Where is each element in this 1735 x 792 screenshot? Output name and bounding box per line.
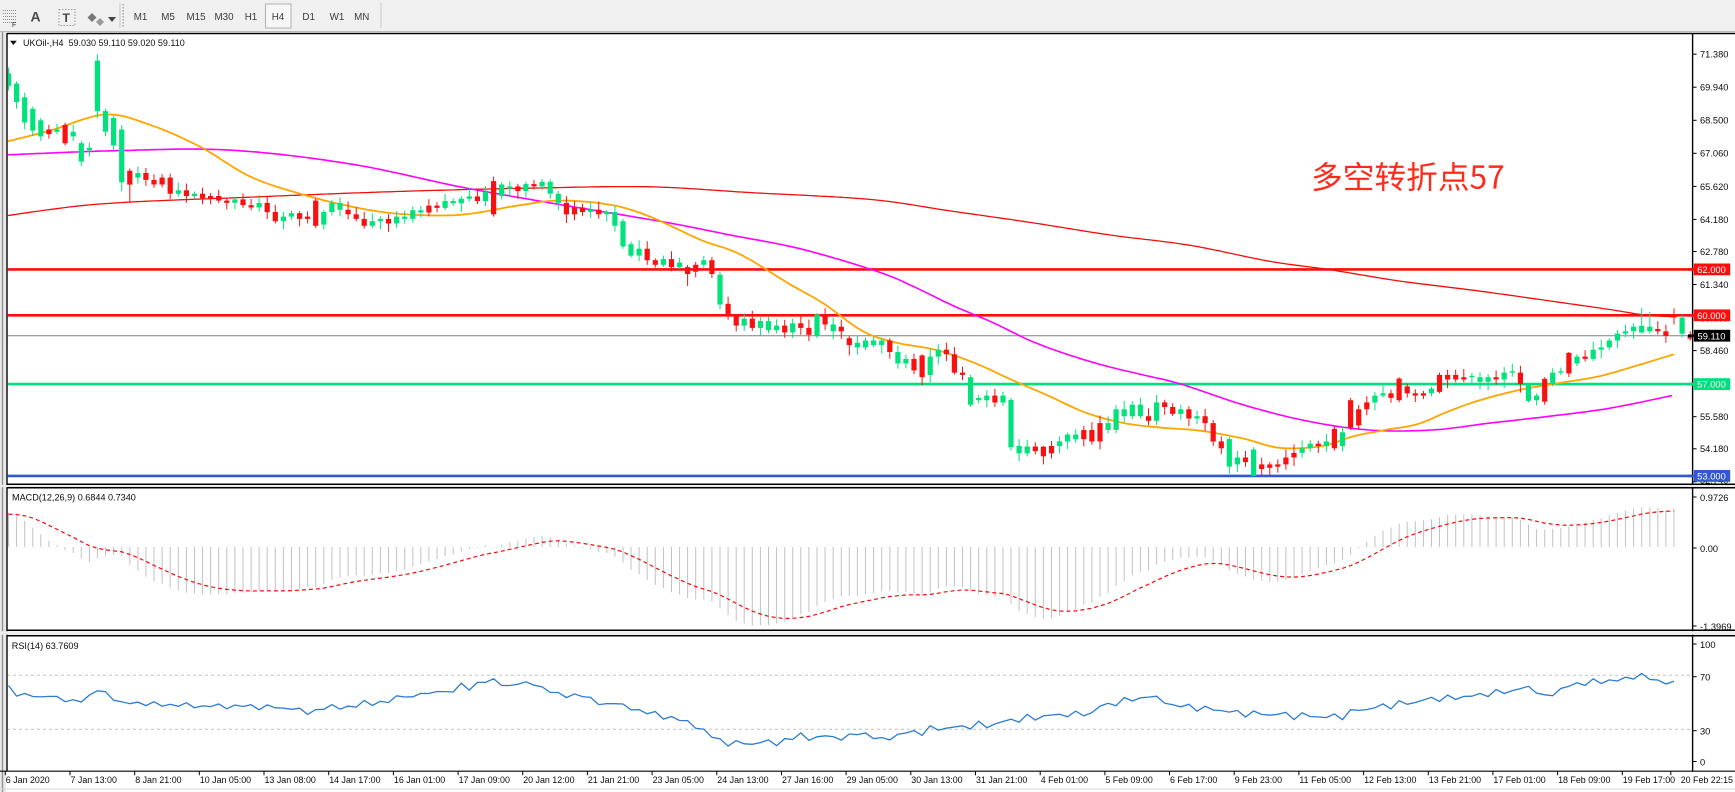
svg-text:H1: H1 xyxy=(245,12,258,23)
svg-text:11 Feb 05:00: 11 Feb 05:00 xyxy=(1299,775,1351,785)
svg-text:13 Jan 08:00: 13 Jan 08:00 xyxy=(265,775,316,785)
svg-text:71.380: 71.380 xyxy=(1700,50,1728,60)
svg-text:A: A xyxy=(31,9,41,25)
svg-text:RSI(14) 63.7609: RSI(14) 63.7609 xyxy=(12,641,79,651)
svg-text:0.00: 0.00 xyxy=(1700,544,1718,554)
svg-text:31 Jan 21:00: 31 Jan 21:00 xyxy=(976,775,1027,785)
svg-text:UKOil-,H4 59.030 59.110 59.02: UKOil-,H4 59.030 59.110 59.020 59.110 xyxy=(23,38,185,48)
svg-text:24 Jan 13:00: 24 Jan 13:00 xyxy=(717,775,768,785)
svg-text:6 Jan 2020: 6 Jan 2020 xyxy=(6,775,50,785)
svg-text:F: F xyxy=(12,22,16,29)
svg-text:MACD(12,26,9) 0.6844 0.7340: MACD(12,26,9) 0.6844 0.7340 xyxy=(12,493,136,503)
svg-text:7 Jan 13:00: 7 Jan 13:00 xyxy=(71,775,117,785)
svg-text:5 Feb 09:00: 5 Feb 09:00 xyxy=(1105,775,1152,785)
svg-text:16 Jan 01:00: 16 Jan 01:00 xyxy=(394,775,445,785)
svg-text:60.000: 60.000 xyxy=(1697,310,1726,321)
svg-text:T: T xyxy=(63,11,71,25)
svg-text:27 Jan 16:00: 27 Jan 16:00 xyxy=(782,775,833,785)
svg-text:4 Feb 01:00: 4 Feb 01:00 xyxy=(1041,775,1088,785)
svg-text:17 Jan 09:00: 17 Jan 09:00 xyxy=(459,775,510,785)
svg-text:61.340: 61.340 xyxy=(1700,280,1728,290)
svg-text:100: 100 xyxy=(1700,640,1716,650)
svg-text:12 Feb 13:00: 12 Feb 13:00 xyxy=(1364,775,1416,785)
svg-text:23 Jan 05:00: 23 Jan 05:00 xyxy=(653,775,704,785)
svg-text:59.110: 59.110 xyxy=(1698,330,1726,341)
svg-text:18 Feb 09:00: 18 Feb 09:00 xyxy=(1558,775,1610,785)
svg-text:53.000: 53.000 xyxy=(1697,471,1726,482)
svg-text:21 Jan 21:00: 21 Jan 21:00 xyxy=(588,775,639,785)
svg-text:67.060: 67.060 xyxy=(1700,149,1728,159)
svg-text:17 Feb 01:00: 17 Feb 01:00 xyxy=(1493,775,1545,785)
svg-text:70: 70 xyxy=(1700,673,1710,683)
svg-text:9 Feb 23:00: 9 Feb 23:00 xyxy=(1235,775,1282,785)
svg-text:68.500: 68.500 xyxy=(1700,116,1728,126)
svg-text:MN: MN xyxy=(354,12,369,23)
svg-text:W1: W1 xyxy=(330,12,345,23)
svg-text:19 Feb 17:00: 19 Feb 17:00 xyxy=(1623,775,1675,785)
svg-text:14 Jan 17:00: 14 Jan 17:00 xyxy=(329,775,380,785)
svg-text:30 Jan 13:00: 30 Jan 13:00 xyxy=(911,775,962,785)
svg-text:13 Feb 21:00: 13 Feb 21:00 xyxy=(1429,775,1481,785)
svg-text:55.580: 55.580 xyxy=(1700,412,1728,422)
svg-text:20 Feb 22:15: 20 Feb 22:15 xyxy=(1681,775,1733,785)
svg-text:65.620: 65.620 xyxy=(1700,182,1728,192)
svg-text:D1: D1 xyxy=(302,12,315,23)
svg-text:H4: H4 xyxy=(272,12,285,23)
svg-text:0.9726: 0.9726 xyxy=(1700,493,1728,503)
svg-text:M15: M15 xyxy=(186,12,206,23)
svg-text:54.180: 54.180 xyxy=(1700,444,1728,454)
svg-text:64.180: 64.180 xyxy=(1700,215,1728,225)
svg-text:20 Jan 12:00: 20 Jan 12:00 xyxy=(523,775,574,785)
svg-text:30: 30 xyxy=(1700,727,1710,737)
svg-text:M1: M1 xyxy=(134,12,148,23)
svg-text:M5: M5 xyxy=(161,12,175,23)
svg-text:57.000: 57.000 xyxy=(1697,379,1726,390)
svg-text:58.460: 58.460 xyxy=(1700,346,1728,356)
svg-text:29 Jan 05:00: 29 Jan 05:00 xyxy=(847,775,898,785)
svg-text:8 Jan 21:00: 8 Jan 21:00 xyxy=(135,775,181,785)
svg-text:62.000: 62.000 xyxy=(1697,264,1726,275)
svg-text:69.940: 69.940 xyxy=(1700,83,1728,93)
svg-text:6 Feb 17:00: 6 Feb 17:00 xyxy=(1170,775,1217,785)
svg-text:62.780: 62.780 xyxy=(1700,247,1728,257)
svg-text:0: 0 xyxy=(1700,757,1705,767)
svg-text:-1.3969: -1.3969 xyxy=(1700,622,1732,632)
svg-text:M30: M30 xyxy=(214,12,234,23)
svg-text:10 Jan 05:00: 10 Jan 05:00 xyxy=(200,775,251,785)
